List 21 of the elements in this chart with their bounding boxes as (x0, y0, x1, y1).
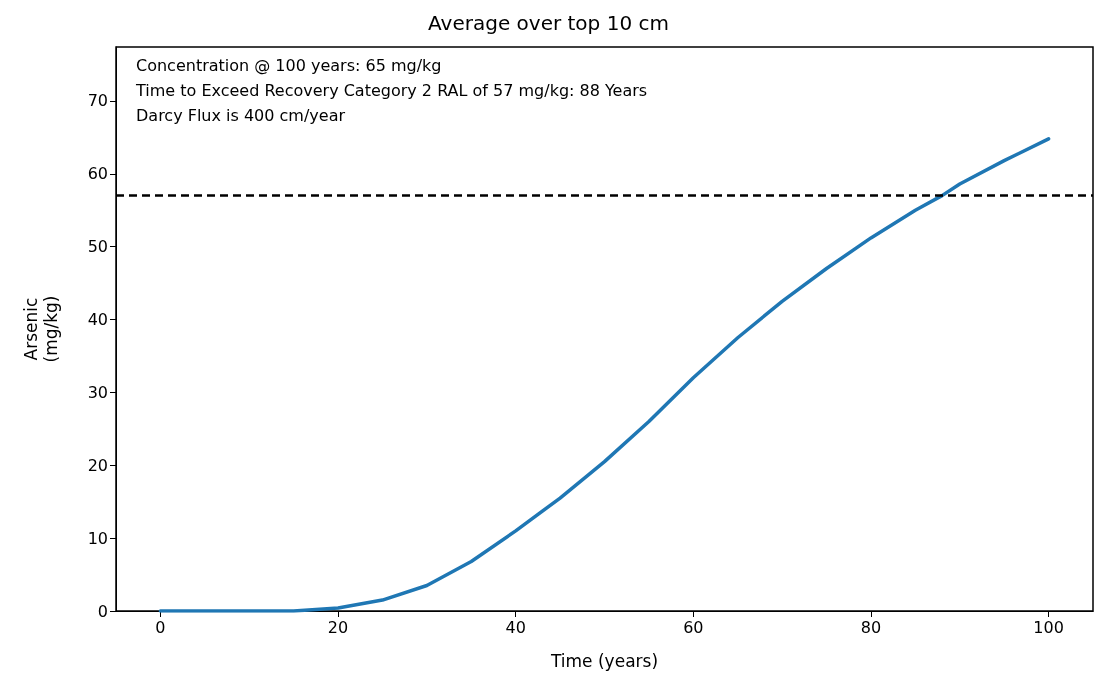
x-axis-title: Time (years) (549, 651, 659, 671)
y-tick-label: 0 (97, 601, 108, 621)
y-tick-label: 20 (87, 455, 108, 475)
annotation: Time to Exceed Recovery Category 2 RAL of 57 mg/kg: 88 Years (135, 80, 648, 100)
x-tick-label: 100 (1033, 617, 1064, 637)
x-tick-label: 20 (327, 617, 349, 637)
annotation: Concentration @ 100 years: 65 mg/kg (136, 55, 442, 75)
x-tick-label: 60 (683, 617, 704, 637)
y-axis-title: Arsenic (mg/kg) (21, 295, 61, 363)
y-tick-label: 10 (87, 528, 108, 548)
x-tick-label: 80 (860, 617, 882, 637)
annotation: Darcy Flux is 400 cm/year (136, 105, 346, 125)
y-tick-label: 40 (87, 310, 108, 330)
line-series (158, 137, 1051, 613)
y-tick-label: 60 (87, 164, 108, 184)
y-tick-label: 50 (87, 237, 108, 257)
y-tick-label: 30 (87, 382, 108, 402)
x-tick-label: 40 (505, 617, 526, 637)
y-tick-label: 70 (87, 91, 108, 111)
x-tick-label: 0 (155, 617, 166, 637)
chart-title: Average over top 10 cm (428, 11, 669, 35)
